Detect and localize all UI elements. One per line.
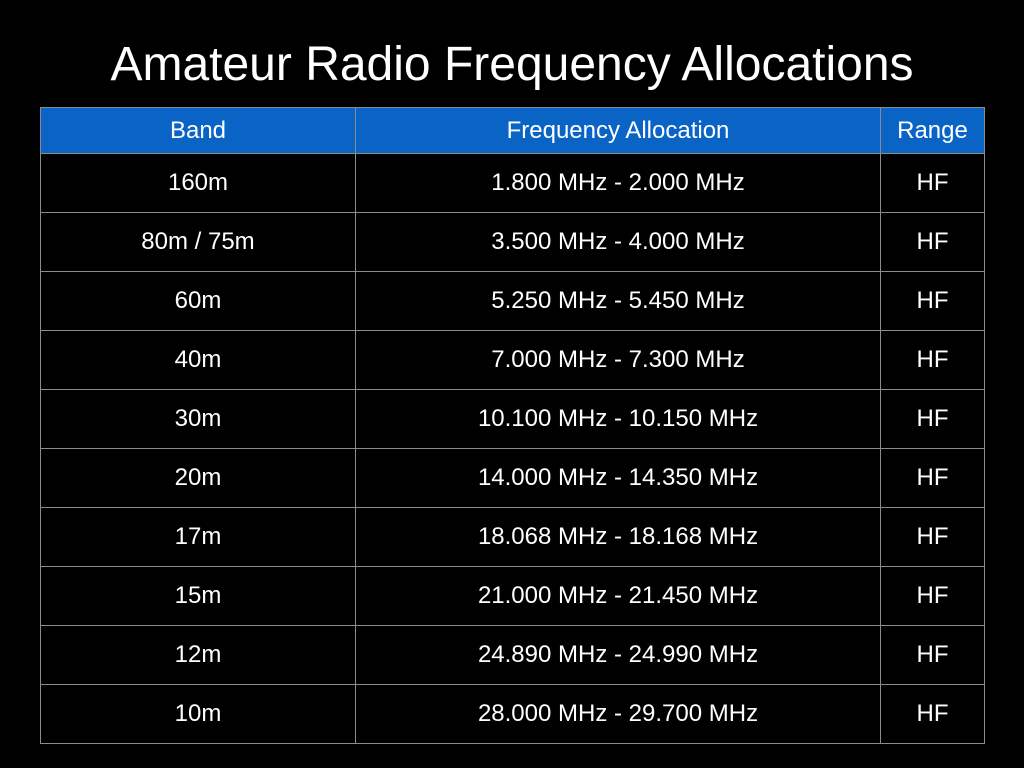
frequency-cell: 1.800 MHz - 2.000 MHz xyxy=(355,153,881,213)
band-cell: 60m xyxy=(40,271,356,331)
column-header-range: Range xyxy=(880,107,985,154)
table-row: 15m 21.000 MHz - 21.450 MHz HF xyxy=(40,566,985,626)
range-cell: HF xyxy=(880,684,985,744)
range-cell: HF xyxy=(880,389,985,449)
table-row: 60m 5.250 MHz - 5.450 MHz HF xyxy=(40,271,985,331)
range-cell: HF xyxy=(880,153,985,213)
table-header-row: Band Frequency Allocation Range xyxy=(40,107,985,154)
table-row: 40m 7.000 MHz - 7.300 MHz HF xyxy=(40,330,985,390)
frequency-cell: 5.250 MHz - 5.450 MHz xyxy=(355,271,881,331)
band-cell: 80m / 75m xyxy=(40,212,356,272)
slide-title: Amateur Radio Frequency Allocations xyxy=(110,38,914,91)
range-cell: HF xyxy=(880,271,985,331)
band-cell: 20m xyxy=(40,448,356,508)
column-header-frequency-allocation: Frequency Allocation xyxy=(355,107,881,154)
band-cell: 17m xyxy=(40,507,356,567)
band-cell: 10m xyxy=(40,684,356,744)
frequency-cell: 21.000 MHz - 21.450 MHz xyxy=(355,566,881,626)
frequency-cell: 7.000 MHz - 7.300 MHz xyxy=(355,330,881,390)
range-cell: HF xyxy=(880,330,985,390)
table-row: 10m 28.000 MHz - 29.700 MHz HF xyxy=(40,684,985,744)
table-row: 17m 18.068 MHz - 18.168 MHz HF xyxy=(40,507,985,567)
band-cell: 15m xyxy=(40,566,356,626)
band-cell: 30m xyxy=(40,389,356,449)
table-row: 80m / 75m 3.500 MHz - 4.000 MHz HF xyxy=(40,212,985,272)
table-row: 160m 1.800 MHz - 2.000 MHz HF xyxy=(40,153,985,213)
range-cell: HF xyxy=(880,625,985,685)
frequency-cell: 3.500 MHz - 4.000 MHz xyxy=(355,212,881,272)
frequency-allocation-table: Band Frequency Allocation Range 160m 1.8… xyxy=(40,107,985,744)
range-cell: HF xyxy=(880,566,985,626)
frequency-cell: 24.890 MHz - 24.990 MHz xyxy=(355,625,881,685)
frequency-cell: 28.000 MHz - 29.700 MHz xyxy=(355,684,881,744)
band-cell: 160m xyxy=(40,153,356,213)
band-cell: 12m xyxy=(40,625,356,685)
frequency-cell: 14.000 MHz - 14.350 MHz xyxy=(355,448,881,508)
table-row: 20m 14.000 MHz - 14.350 MHz HF xyxy=(40,448,985,508)
band-cell: 40m xyxy=(40,330,356,390)
table-row: 12m 24.890 MHz - 24.990 MHz HF xyxy=(40,625,985,685)
range-cell: HF xyxy=(880,507,985,567)
range-cell: HF xyxy=(880,448,985,508)
frequency-cell: 10.100 MHz - 10.150 MHz xyxy=(355,389,881,449)
table-row: 30m 10.100 MHz - 10.150 MHz HF xyxy=(40,389,985,449)
frequency-cell: 18.068 MHz - 18.168 MHz xyxy=(355,507,881,567)
column-header-band: Band xyxy=(40,107,356,154)
range-cell: HF xyxy=(880,212,985,272)
